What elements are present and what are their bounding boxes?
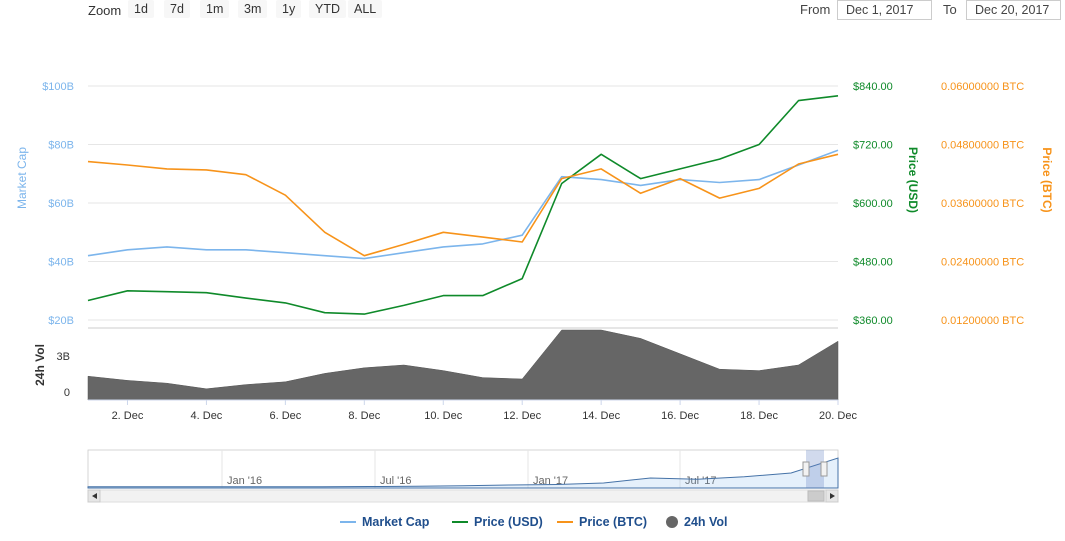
legend-label: Price (BTC) (579, 515, 648, 529)
navigator-scrollbar[interactable] (87, 489, 839, 503)
axis-tick-label: 0.01200000 BTC (941, 315, 1024, 327)
volume-tick-label: 3B (57, 351, 70, 363)
legend-item-1[interactable]: Price (USD) (452, 515, 543, 529)
legend-label: 24h Vol (684, 515, 728, 529)
zoom-button-7d[interactable]: 7d (164, 0, 190, 18)
series-line-0 (87, 149, 839, 260)
axis-tick-label: $80B (48, 140, 74, 152)
price-usd-axis-title: Price (USD) (906, 147, 920, 213)
legend-dot-icon (666, 516, 678, 528)
market-cap-axis: $20B $40B $60B $80B $100B Market Cap (15, 81, 74, 327)
price-usd-axis: $360.00 $480.00 $600.00 $720.00 $840.00 Price… (853, 81, 920, 327)
volume-axis-title: 24h Vol (33, 344, 47, 386)
legend-item-3[interactable]: 24h Vol (666, 515, 728, 529)
zoom-label: Zoom (88, 3, 122, 18)
axis-tick-label: 0.04800000 BTC (941, 140, 1024, 152)
from-date-input[interactable]: Dec 1, 2017 (837, 0, 932, 20)
navigator-tick-label: Jan '16 (227, 475, 262, 487)
zoom-button-1m[interactable]: 1m (200, 0, 230, 18)
price-btc-axis: 0.01200000 BTC 0.02400000 BTC 0.03600000 B… (941, 81, 1054, 327)
axis-tick-label: 0.03600000 BTC (941, 198, 1024, 210)
navigator-tick-label: Jul '16 (380, 475, 411, 487)
scroll-right-icon (830, 493, 835, 499)
x-axis: 2. Dec 4. Dec 6. Dec 8. Dec 10. Dec 12. Dec 14… (112, 400, 857, 422)
x-tick-label: 16. Dec (661, 410, 699, 422)
x-tick-label: 2. Dec (112, 410, 144, 422)
navigator-handle-right[interactable] (820, 461, 828, 477)
market-cap-axis-title: Market Cap (15, 147, 29, 209)
axis-tick-label: 0.06000000 BTC (941, 81, 1024, 93)
legend-item-2[interactable]: Price (BTC) (557, 515, 647, 529)
axis-tick-label: $100B (42, 81, 74, 93)
navigator-tick-label: Jul '17 (685, 475, 716, 487)
zoom-button-3m[interactable]: 3m (238, 0, 268, 18)
zoom-button-1d[interactable]: 1d (128, 0, 154, 18)
legend-item-0[interactable]: Market Cap (340, 515, 429, 529)
x-tick-label: 8. Dec (348, 410, 380, 422)
axis-tick-label: $360.00 (853, 315, 893, 327)
grid-lines (88, 85, 838, 329)
axis-tick-label: $40B (48, 257, 74, 269)
x-tick-label: 6. Dec (269, 410, 301, 422)
from-label: From (800, 2, 831, 17)
navigator-selection[interactable] (806, 450, 824, 488)
x-tick-label: 20. Dec (819, 410, 857, 422)
volume-tick-label: 0 (64, 387, 70, 399)
volume-panel: 0 3B 24h Vol (33, 329, 839, 401)
series-line-1 (87, 95, 839, 315)
axis-tick-label: $840.00 (853, 81, 893, 93)
axis-tick-label: $600.00 (853, 198, 893, 210)
price-btc-axis-title: Price (BTC) (1040, 147, 1054, 212)
series-lines (87, 95, 839, 315)
navigator-series (87, 457, 839, 489)
axis-tick-label: 0.02400000 BTC (941, 257, 1024, 269)
zoom-button-1y[interactable]: 1y (276, 0, 302, 18)
navigator-handle-left[interactable] (802, 461, 810, 477)
scroll-thumb[interactable] (807, 490, 825, 502)
legend-line-icon (452, 521, 468, 523)
zoom-button-ytd[interactable]: YTD (309, 0, 346, 18)
axis-tick-label: $60B (48, 198, 74, 210)
to-date-input[interactable]: Dec 20, 2017 (966, 0, 1061, 20)
series-line-2 (87, 153, 839, 257)
legend-label: Price (USD) (474, 515, 543, 529)
scroll-left-icon (92, 493, 97, 499)
axis-tick-label: $720.00 (853, 140, 893, 152)
axis-tick-label: $20B (48, 315, 74, 327)
x-tick-label: 18. Dec (740, 410, 778, 422)
axis-tick-label: $480.00 (853, 257, 893, 269)
x-tick-label: 12. Dec (503, 410, 541, 422)
zoom-button-all[interactable]: ALL (348, 0, 383, 18)
volume-area (87, 329, 839, 401)
x-tick-label: 10. Dec (424, 410, 462, 422)
legend-line-icon (557, 521, 573, 523)
x-tick-label: 14. Dec (582, 410, 620, 422)
to-label: To (943, 2, 957, 17)
x-tick-label: 4. Dec (191, 410, 223, 422)
legend-line-icon (340, 521, 356, 523)
navigator-frame (87, 449, 839, 489)
legend-label: Market Cap (362, 515, 430, 529)
